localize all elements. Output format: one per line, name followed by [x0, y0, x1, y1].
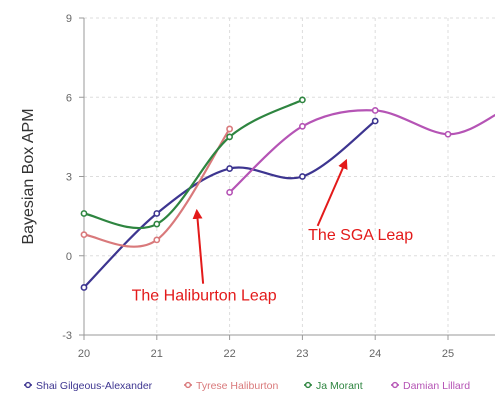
legend-label: Damian Lillard — [403, 380, 470, 392]
annotation-arrow — [316, 158, 348, 227]
y-tick-label: 6 — [66, 92, 72, 104]
data-point[interactable] — [153, 236, 161, 244]
legend-swatch-marker — [184, 381, 192, 389]
series-lines — [80, 96, 495, 291]
legend-item[interactable]: Damian Lillard — [391, 380, 470, 392]
x-tick-label: 22 — [223, 348, 235, 360]
data-point[interactable] — [298, 96, 306, 104]
legend-label: Tyrese Haliburton — [196, 380, 278, 392]
series-2 — [80, 96, 306, 230]
data-point[interactable] — [153, 220, 161, 228]
x-tick-label: 21 — [151, 348, 163, 360]
legend-item[interactable]: Tyrese Haliburton — [184, 380, 278, 392]
data-point[interactable] — [444, 130, 452, 138]
x-tick-label: 23 — [296, 348, 308, 360]
legend-item[interactable]: Ja Morant — [304, 380, 363, 392]
y-tick-label: 9 — [66, 13, 72, 25]
legend-item[interactable]: Shai Gilgeous-Alexander — [24, 380, 153, 392]
annotations: The SGA Leap The Haliburton Leap — [132, 158, 413, 305]
y-tick-label: -3 — [62, 330, 72, 342]
data-point[interactable] — [226, 188, 233, 196]
data-point[interactable] — [371, 107, 379, 114]
annotation-label: The SGA Leap — [308, 227, 413, 244]
legend-swatch-marker — [304, 381, 312, 389]
x-tick-label: 20 — [78, 348, 90, 360]
series-0 — [80, 117, 379, 291]
legend-label: Ja Morant — [316, 380, 363, 392]
data-point[interactable] — [298, 173, 306, 180]
data-point[interactable] — [371, 117, 379, 125]
data-point[interactable] — [226, 125, 233, 133]
data-point[interactable] — [80, 231, 88, 239]
data-point[interactable] — [226, 133, 233, 141]
series-3 — [226, 107, 495, 196]
y-tick-label: 0 — [66, 251, 72, 263]
annotation-arrow — [192, 208, 205, 284]
data-point[interactable] — [80, 284, 88, 291]
data-point[interactable] — [153, 210, 161, 217]
x-tick-label: 24 — [369, 348, 381, 360]
x-tick-label: 25 — [442, 348, 454, 360]
data-point[interactable] — [80, 210, 88, 217]
series-line — [82, 98, 304, 230]
axes: -3 0 3 6 9 20 21 22 23 24 25 Bayesian Box APM — [20, 13, 495, 360]
series-line — [228, 109, 495, 194]
annotation-label: The Haliburton Leap — [132, 288, 277, 305]
legend: Shai Gilgeous-Alexander Tyrese Haliburton… — [24, 380, 470, 392]
data-point[interactable] — [298, 122, 306, 130]
legend-swatch-marker — [24, 381, 32, 389]
legend-swatch-marker — [391, 381, 399, 389]
y-axis-title: Bayesian Box APM — [20, 108, 37, 244]
legend-label: Shai Gilgeous-Alexander — [36, 380, 153, 392]
y-tick-label: 3 — [66, 172, 72, 184]
data-point[interactable] — [226, 165, 233, 172]
